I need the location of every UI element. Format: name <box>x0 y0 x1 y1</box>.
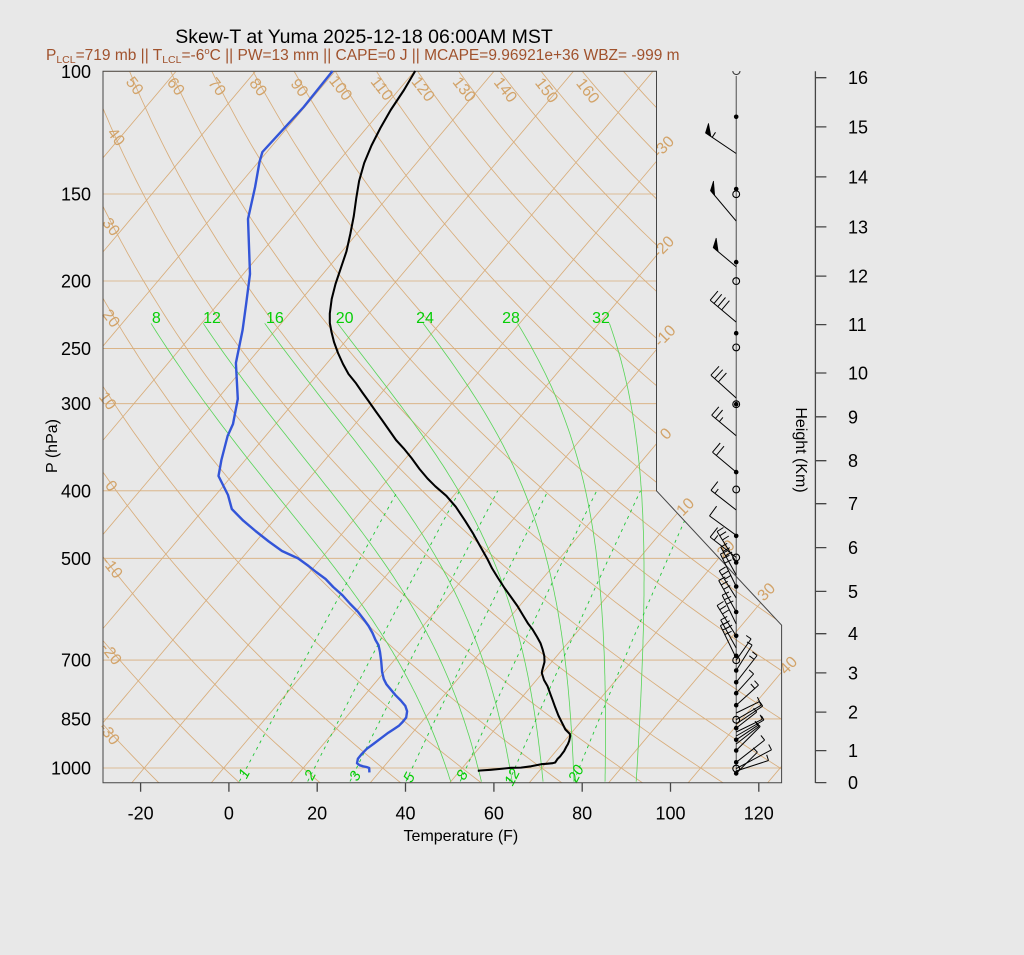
svg-text:400: 400 <box>61 481 91 501</box>
svg-text:60: 60 <box>484 804 504 824</box>
svg-text:12: 12 <box>203 310 221 327</box>
svg-text:-20: -20 <box>128 804 154 824</box>
svg-text:Skew-T at Yuma 2025-12-18 06:0: Skew-T at Yuma 2025-12-18 06:00AM MST <box>175 26 553 48</box>
svg-text:20: 20 <box>336 310 354 327</box>
svg-text:5: 5 <box>848 582 858 602</box>
svg-text:6: 6 <box>848 538 858 558</box>
svg-text:14: 14 <box>848 167 868 187</box>
svg-text:100: 100 <box>61 62 91 82</box>
svg-text:100: 100 <box>655 804 685 824</box>
svg-text:4: 4 <box>848 624 858 644</box>
svg-text:2: 2 <box>848 703 858 723</box>
svg-text:850: 850 <box>61 709 91 729</box>
svg-text:11: 11 <box>848 315 867 335</box>
svg-text:PLCL=719 mb || TLCL=-6oC || PW: PLCL=719 mb || TLCL=-6oC || PW=13 mm || … <box>46 46 680 66</box>
svg-text:8: 8 <box>152 310 161 327</box>
svg-text:150: 150 <box>61 185 91 205</box>
svg-text:120: 120 <box>744 804 774 824</box>
svg-text:1000: 1000 <box>51 759 91 779</box>
svg-text:700: 700 <box>61 651 91 671</box>
svg-text:32: 32 <box>592 310 610 327</box>
svg-text:16: 16 <box>266 310 284 327</box>
svg-text:200: 200 <box>61 272 91 292</box>
svg-text:250: 250 <box>61 339 91 359</box>
svg-text:12: 12 <box>848 267 868 287</box>
svg-text:8: 8 <box>848 451 858 471</box>
svg-text:300: 300 <box>61 394 91 414</box>
svg-text:20: 20 <box>307 804 327 824</box>
svg-text:24: 24 <box>416 310 434 327</box>
svg-text:20: 20 <box>565 762 589 786</box>
svg-text:Temperature (F): Temperature (F) <box>404 828 519 845</box>
svg-text:1: 1 <box>848 741 858 761</box>
svg-text:0: 0 <box>848 773 858 793</box>
svg-text:3: 3 <box>848 663 858 683</box>
svg-text:80: 80 <box>572 804 592 824</box>
svg-text:28: 28 <box>502 310 520 327</box>
svg-text:15: 15 <box>848 117 868 137</box>
svg-text:Height (Km): Height (Km) <box>792 407 809 492</box>
svg-text:10: 10 <box>848 364 868 384</box>
svg-text:500: 500 <box>61 549 91 569</box>
svg-text:16: 16 <box>848 68 868 88</box>
svg-text:40: 40 <box>395 804 415 824</box>
svg-text:P (hPa): P (hPa) <box>44 419 61 473</box>
svg-text:7: 7 <box>848 494 858 514</box>
svg-text:9: 9 <box>848 407 858 427</box>
svg-text:0: 0 <box>224 804 234 824</box>
svg-text:13: 13 <box>848 217 868 237</box>
